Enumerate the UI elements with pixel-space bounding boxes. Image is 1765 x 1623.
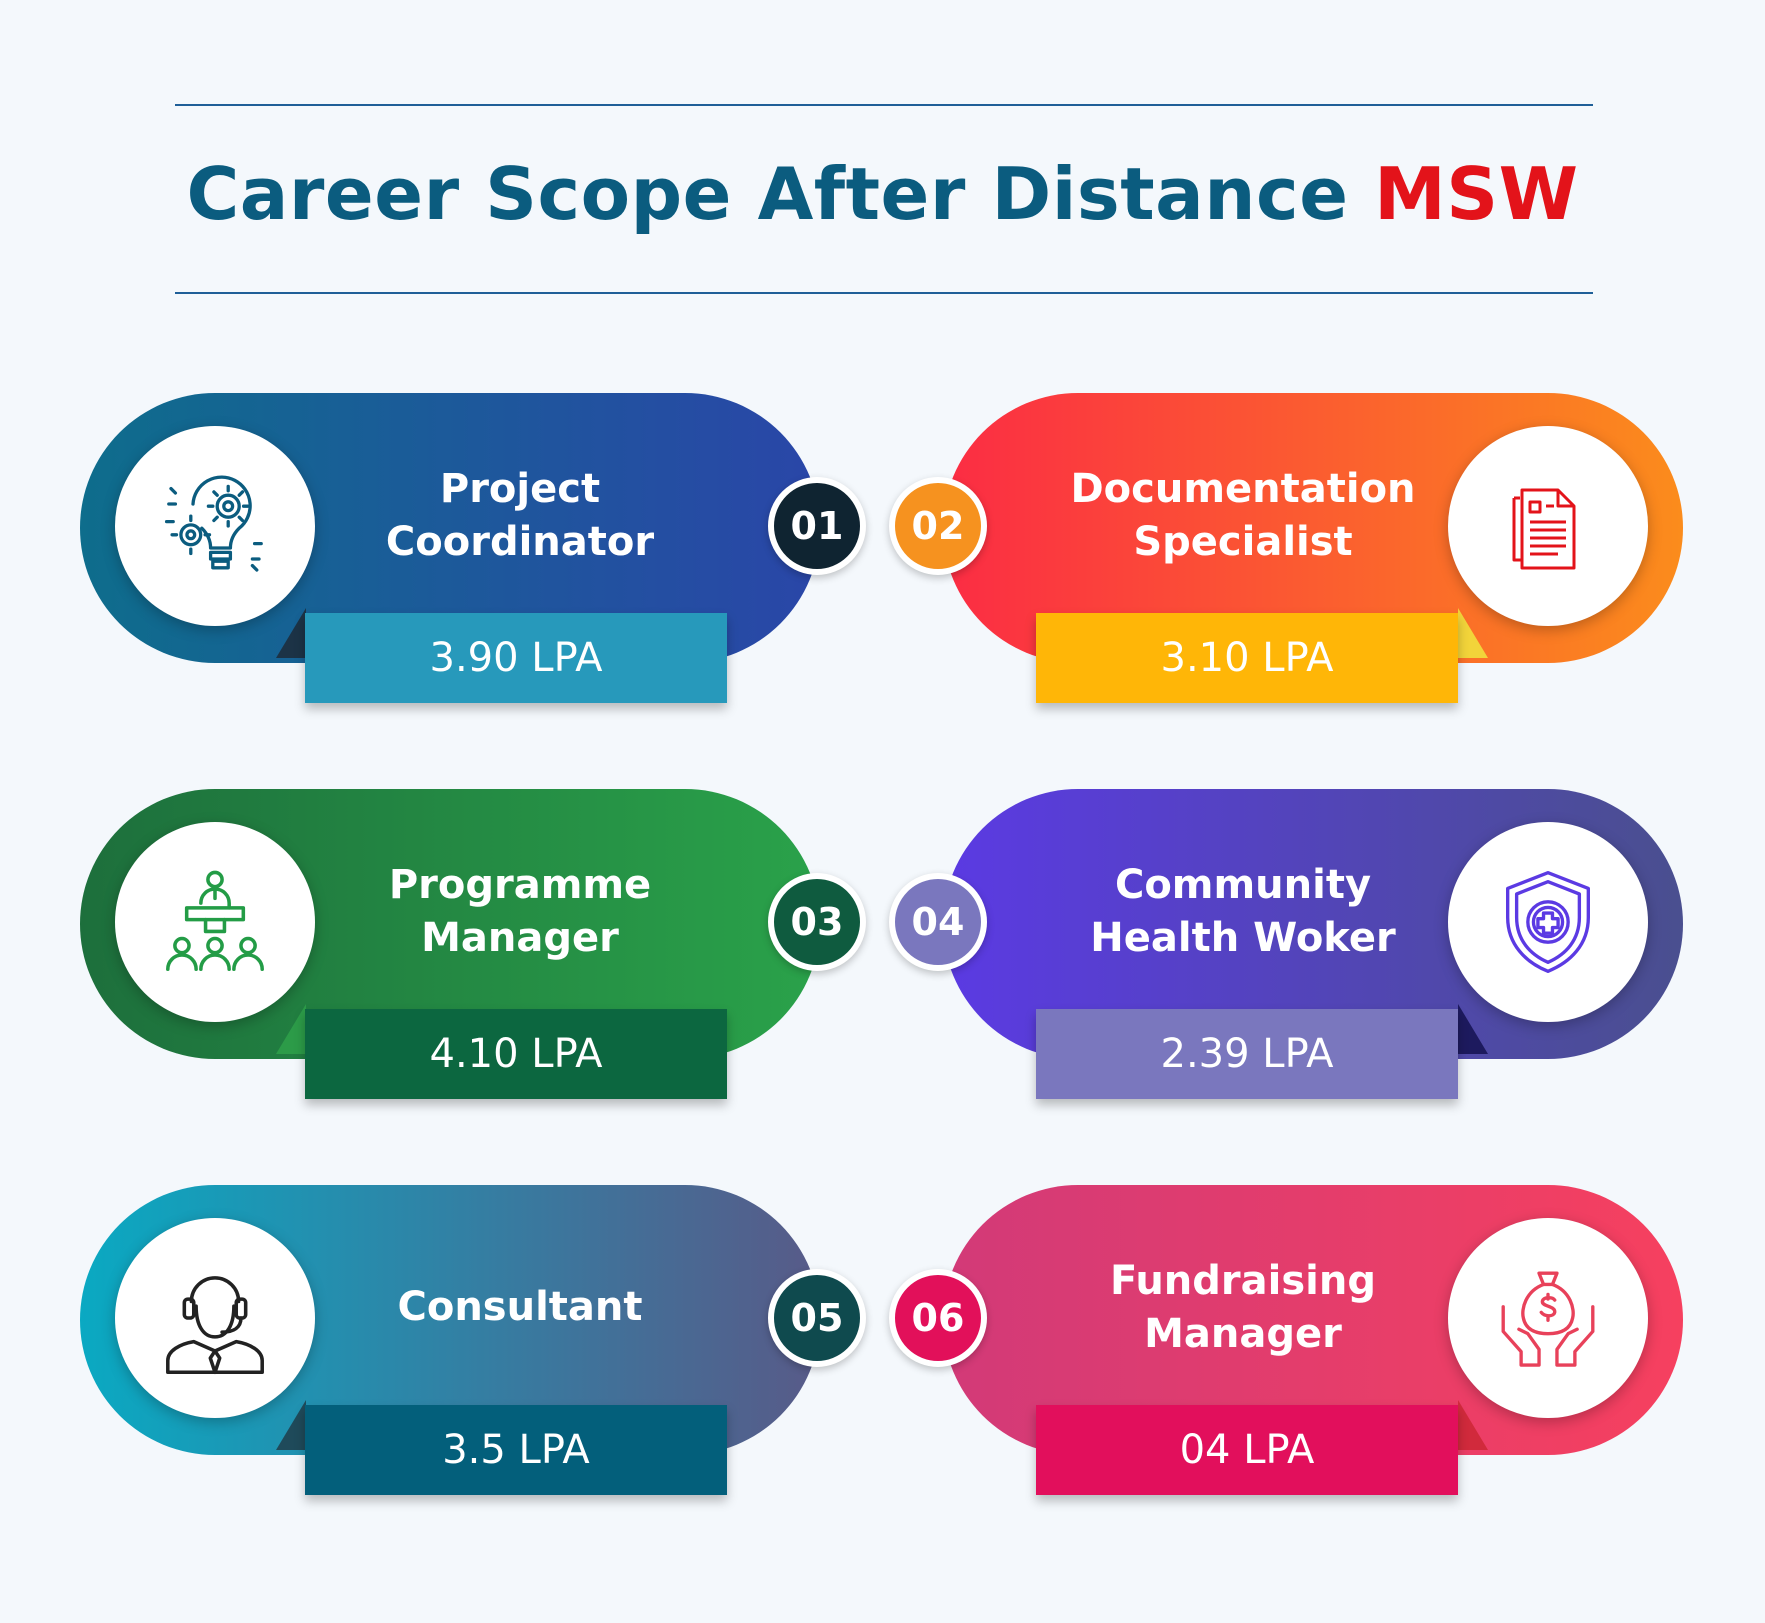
- job-title: Documentation Specialist: [1070, 466, 1416, 565]
- salary-badge: 2.39 LPA: [1036, 1009, 1458, 1099]
- icon-circle: [1448, 1218, 1648, 1418]
- job-title: Fundraising Manager: [1110, 1258, 1376, 1357]
- title-accent: MSW: [1374, 152, 1579, 236]
- salary-fold: [276, 1400, 306, 1450]
- salary-badge: 4.10 LPA: [305, 1009, 727, 1099]
- idea-gears-icon: [164, 475, 263, 572]
- number-badge-01: 01: [768, 477, 866, 575]
- top-divider: [175, 104, 1593, 106]
- icon-circle: [1448, 426, 1648, 626]
- salary-fold: [1458, 1400, 1488, 1450]
- presenter-audience-icon: [166, 870, 264, 971]
- salary-badge: 3.5 LPA: [305, 1405, 727, 1495]
- number-badge-04: 04: [889, 873, 987, 971]
- career-card-documentation-specialist: Documentation Specialist 3.10 LPA: [943, 393, 1683, 703]
- shield-medical-icon: [1506, 871, 1590, 973]
- salary-badge: 3.10 LPA: [1036, 613, 1458, 703]
- number-badge-03: 03: [768, 873, 866, 971]
- document-icon: [1512, 488, 1576, 570]
- page-title: Career Scope After Distance MSW: [0, 152, 1765, 236]
- career-card-project-coordinator: Project Coordinator 3.90 LPA: [80, 393, 820, 703]
- icon-circle: [115, 1218, 315, 1418]
- number-badge-02: 02: [889, 477, 987, 575]
- career-card-community-health-worker: Community Health Woker 2.39 LPA: [943, 789, 1683, 1099]
- job-title: Consultant: [397, 1284, 643, 1330]
- icon-circle: [115, 822, 315, 1022]
- job-title: Programme Manager: [388, 862, 652, 961]
- job-title: Community Health Woker: [1090, 862, 1396, 961]
- icon-circle: [1448, 822, 1648, 1022]
- salary-fold: [1458, 1004, 1488, 1054]
- money-hands-icon: [1501, 1271, 1595, 1367]
- job-title: Project Coordinator: [385, 466, 655, 565]
- salary-badge: 04 LPA: [1036, 1405, 1458, 1495]
- salary-fold: [276, 608, 306, 658]
- number-badge-06: 06: [889, 1269, 987, 1367]
- number-badge-05: 05: [768, 1269, 866, 1367]
- salary-badge: 3.90 LPA: [305, 613, 727, 703]
- salary-fold: [276, 1004, 306, 1054]
- bottom-divider: [175, 292, 1593, 294]
- salary-fold: [1458, 608, 1488, 658]
- title-main: Career Scope After Distance: [186, 152, 1349, 236]
- career-card-consultant: Consultant 3.5 LPA: [80, 1185, 820, 1495]
- career-card-programme-manager: Programme Manager 4.10 LPA: [80, 789, 820, 1099]
- headset-agent-icon: [166, 1276, 264, 1375]
- career-card-fundraising-manager: Fundraising Manager 04 LPA: [943, 1185, 1683, 1495]
- icon-circle: [115, 426, 315, 626]
